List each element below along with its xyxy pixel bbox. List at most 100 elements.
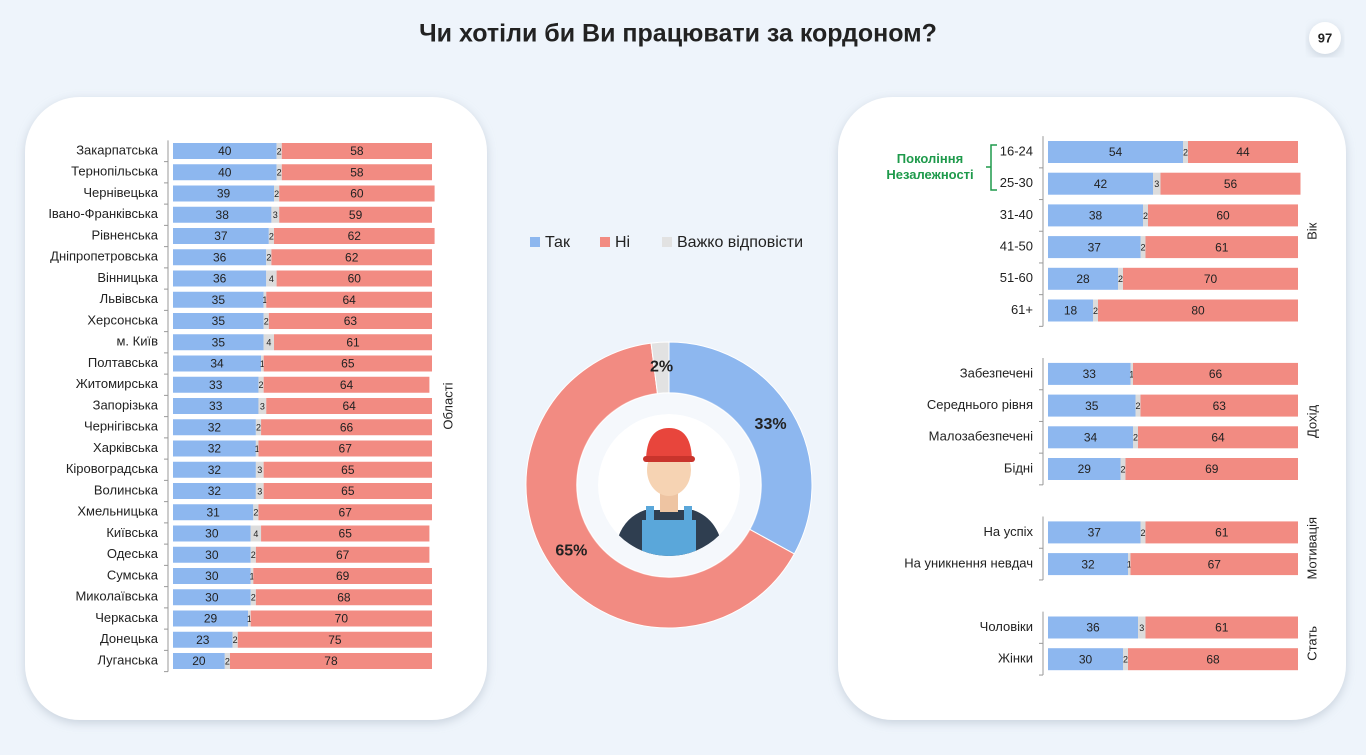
bar-segment bbox=[1130, 553, 1298, 576]
value-label: 2 bbox=[1123, 655, 1128, 665]
value-label: 61 bbox=[1215, 526, 1229, 540]
value-label: 59 bbox=[349, 208, 363, 222]
bar-segment bbox=[1123, 648, 1128, 671]
bar-segment bbox=[232, 631, 238, 648]
value-label: 67 bbox=[339, 505, 353, 519]
bar-segment bbox=[266, 398, 432, 414]
bar-segment bbox=[1140, 394, 1298, 417]
value-label: 2 bbox=[264, 316, 269, 326]
value-label: 62 bbox=[345, 250, 359, 264]
bar-segment bbox=[250, 546, 256, 563]
value-label: 40 bbox=[218, 165, 232, 179]
value-label: 29 bbox=[204, 612, 218, 626]
bar-segment bbox=[173, 206, 272, 223]
value-label: 64 bbox=[340, 378, 354, 392]
bar-segment bbox=[173, 398, 259, 414]
value-label: 1 bbox=[262, 295, 267, 305]
bar-segment bbox=[279, 206, 432, 223]
value-label: 32 bbox=[208, 484, 222, 498]
bar-segment bbox=[276, 164, 282, 181]
bar-segment bbox=[274, 228, 435, 244]
bar-segment bbox=[1048, 141, 1183, 163]
bar-segment bbox=[1148, 204, 1298, 227]
bar-segment bbox=[1048, 172, 1153, 195]
bar-segment bbox=[1138, 616, 1146, 639]
bar-segment bbox=[258, 440, 432, 457]
value-label: 3 bbox=[1139, 623, 1144, 633]
value-label: 2 bbox=[1093, 306, 1098, 316]
bar-segment bbox=[173, 228, 269, 244]
value-label: 64 bbox=[342, 399, 356, 413]
axis-label: Мотивація bbox=[1304, 517, 1319, 580]
bar-segment bbox=[173, 568, 251, 584]
value-label: 4 bbox=[269, 274, 274, 284]
value-label: 2 bbox=[251, 550, 256, 560]
bar-segment bbox=[1128, 648, 1298, 671]
value-label: 65 bbox=[341, 463, 355, 477]
value-label: 78 bbox=[324, 654, 338, 668]
value-label: 70 bbox=[1204, 272, 1218, 286]
category-label: Івано-Франківська bbox=[48, 206, 158, 221]
bar-segment bbox=[255, 440, 259, 457]
value-label: 32 bbox=[208, 442, 222, 456]
bar-segment bbox=[173, 483, 256, 499]
bar-segment bbox=[173, 419, 256, 436]
bar-segment bbox=[1093, 299, 1098, 322]
bar-segment bbox=[1140, 236, 1146, 259]
axis-label: Дохід bbox=[1304, 405, 1319, 438]
category-label: 25-30 bbox=[1000, 175, 1033, 190]
category-label: Закарпатська bbox=[76, 142, 159, 157]
bar-segment bbox=[281, 143, 432, 159]
bar-segment bbox=[173, 291, 264, 308]
value-label: 32 bbox=[208, 463, 222, 477]
value-label: 30 bbox=[205, 548, 219, 562]
value-label: 38 bbox=[216, 208, 230, 222]
value-label: 2 bbox=[253, 508, 258, 518]
bar-segment bbox=[1048, 648, 1123, 671]
bar-segment bbox=[250, 589, 256, 606]
value-label: 32 bbox=[208, 420, 222, 434]
bar-segment bbox=[173, 143, 277, 159]
category-label: Миколаївська bbox=[75, 589, 158, 604]
value-label: 69 bbox=[1205, 462, 1219, 476]
category-label: Сумська bbox=[107, 567, 159, 582]
bar-segment bbox=[173, 313, 264, 329]
axis-label: Області bbox=[440, 382, 455, 429]
bar-segment bbox=[255, 546, 430, 563]
value-label: 65 bbox=[339, 527, 353, 541]
value-label: 70 bbox=[335, 612, 349, 626]
bar-segment bbox=[1048, 236, 1141, 259]
value-label: 2 bbox=[233, 635, 238, 645]
value-label: 1 bbox=[260, 359, 265, 369]
value-label: 2 bbox=[256, 423, 261, 433]
bar-segment bbox=[173, 461, 256, 478]
bar-segment bbox=[250, 610, 432, 627]
value-label: 1 bbox=[1127, 559, 1132, 569]
category-label: Жінки bbox=[998, 651, 1033, 666]
axis-label: Стать bbox=[1304, 626, 1319, 661]
value-label: 3 bbox=[273, 210, 278, 220]
bar-segment bbox=[173, 164, 277, 181]
value-label: 66 bbox=[1209, 367, 1223, 381]
bar-segment bbox=[250, 568, 254, 584]
category-label: Черкаська bbox=[95, 610, 159, 625]
category-label: Запорізька bbox=[93, 397, 159, 412]
value-label: 56 bbox=[1224, 177, 1238, 191]
bar-segment bbox=[1153, 172, 1161, 195]
value-label: 61 bbox=[1215, 621, 1229, 635]
bar-segment bbox=[1048, 299, 1093, 322]
value-label: 1 bbox=[1129, 369, 1134, 379]
bar-segment bbox=[266, 270, 277, 287]
value-label: 2 bbox=[1140, 242, 1145, 252]
category-label: Бідні bbox=[1004, 460, 1033, 475]
value-label: 30 bbox=[205, 527, 219, 541]
page-number: 97 bbox=[1318, 30, 1332, 45]
value-label: 33 bbox=[209, 378, 223, 392]
category-label: Кіровоградська bbox=[66, 461, 159, 476]
value-label: 80 bbox=[1191, 304, 1205, 318]
annotation: Покоління Незалежності bbox=[886, 151, 974, 182]
category-label: Луганська bbox=[97, 652, 158, 667]
value-label: 44 bbox=[1236, 145, 1250, 159]
bar-segment bbox=[1048, 553, 1128, 576]
donut-segment bbox=[525, 342, 795, 629]
